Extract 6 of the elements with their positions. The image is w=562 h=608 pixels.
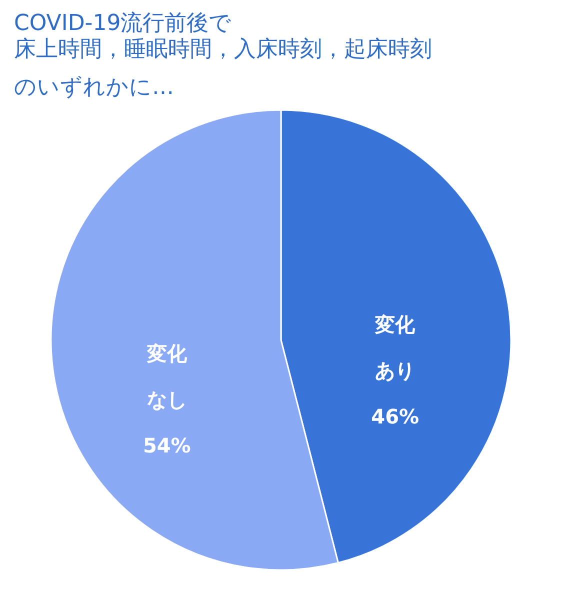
slice-label: 変化あり [374,312,416,383]
data-label: 54% [142,433,191,458]
chart-title: COVID-19流行前後で [14,11,232,36]
chart-subtitle: 床上時間，睡眠時間，入床時刻，起床時刻のいずれかに… [14,37,432,100]
data-label: 46% [371,404,420,429]
slice-label: 変化なし [146,341,188,412]
